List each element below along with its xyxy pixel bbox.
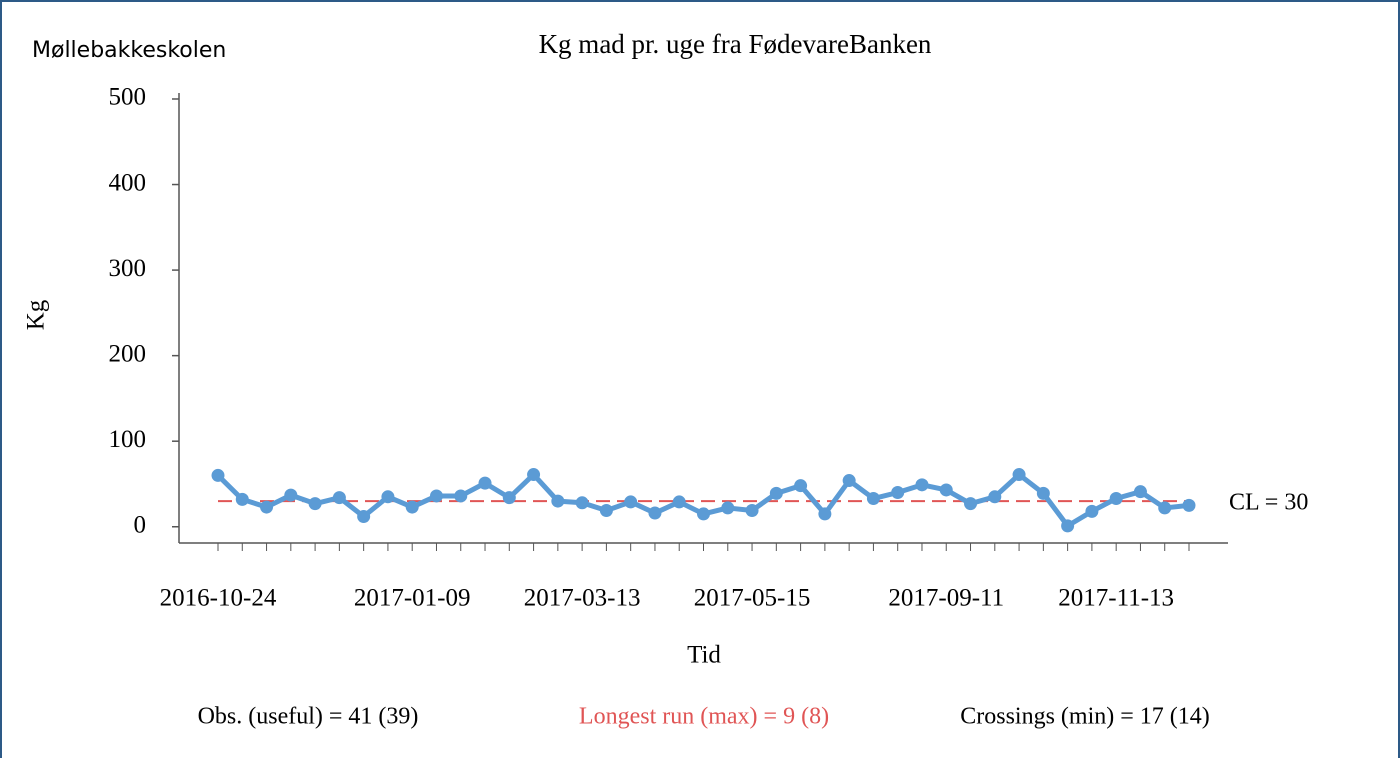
data-point [915,478,929,492]
data-point [1182,498,1196,512]
data-point [599,503,613,517]
y-tick-label: 100 [109,426,147,453]
data-point [866,492,880,506]
data-point [697,507,710,521]
data-point [1158,501,1172,515]
data-point [988,490,1002,504]
y-tick-label: 0 [134,511,147,538]
data-point [357,509,371,523]
data-point [1085,504,1099,518]
data-point [211,468,225,482]
data-point [794,479,808,493]
stat-text: Obs. (useful) = 41 (39) [198,704,419,730]
data-point [260,500,274,514]
data-point [842,474,856,488]
data-point [551,494,565,508]
data-point [1036,486,1050,500]
data-point [381,490,395,504]
data-point [308,497,322,511]
center-line-label: CL = 30 [1229,490,1308,516]
data-point [284,488,298,502]
data-point [454,489,468,503]
x-tick-label: 2017-09-11 [888,585,1004,612]
data-point [429,489,443,503]
data-point [332,491,346,505]
data-point [648,506,662,520]
data-point [478,476,492,490]
data-point [1109,492,1123,506]
data-point [672,495,686,509]
data-point [235,492,249,506]
data-point [1133,485,1147,499]
data-point [527,468,541,482]
data-point [1012,468,1026,482]
data-point [721,501,735,515]
x-tick-label: 2017-01-09 [354,585,471,612]
data-point [405,500,419,514]
stat-text: Longest run (max) = 9 (8) [579,704,829,730]
data-point [891,486,905,500]
x-tick-label: 2017-05-15 [694,585,811,612]
y-axis-label: Kg [23,299,50,330]
data-point [818,507,832,521]
data-point [964,497,978,511]
y-tick-label: 300 [109,255,147,282]
header: Møllebakkeskolen [32,38,226,63]
x-tick-label: 2016-10-24 [160,585,277,612]
data-point [1061,519,1075,533]
y-tick-label: 500 [109,84,147,111]
y-tick-label: 200 [109,340,147,367]
stat-text: Crossings (min) = 17 (14) [960,704,1210,730]
data-point [745,503,759,517]
chart-title: Kg mad pr. uge fra FødevareBanken [539,29,932,59]
x-tick-label: 2017-11-13 [1058,585,1174,612]
data-point [624,495,638,509]
data-point [575,496,589,510]
x-axis-label: Tid [687,642,721,669]
data-point [769,486,783,500]
y-tick-label: 400 [109,169,147,196]
data-point [939,483,953,497]
data-point [502,491,516,505]
x-tick-label: 2017-03-13 [524,585,641,612]
